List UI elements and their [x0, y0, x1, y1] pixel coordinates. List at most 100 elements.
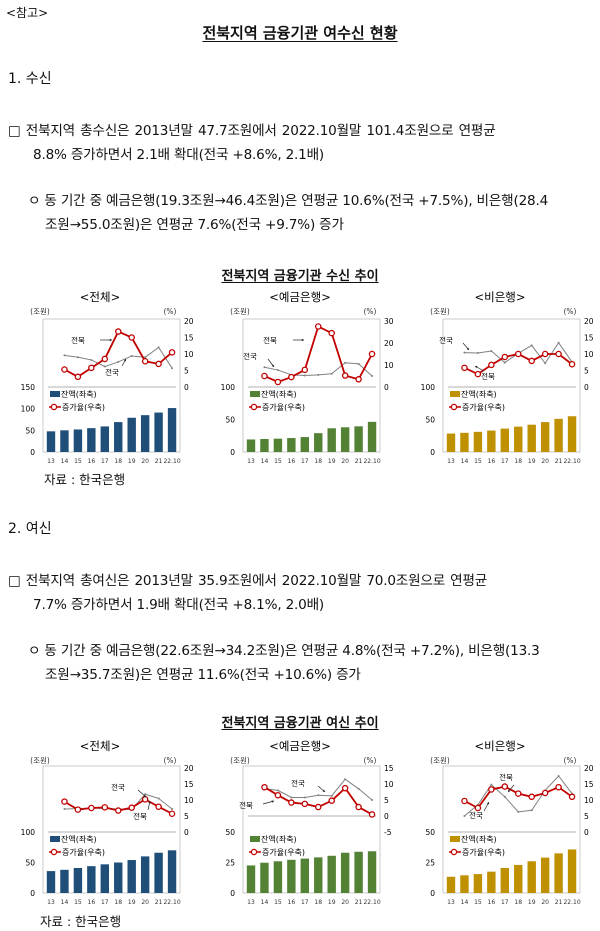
x-axis-tick: 15: [474, 458, 482, 465]
national-growth-point: [157, 797, 160, 800]
jeonbuk-growth-point: [541, 789, 549, 797]
national-growth-point: [171, 807, 174, 810]
legend-balance-label: 잔액(좌축): [461, 389, 497, 399]
jeonbuk-growth-point: [168, 349, 176, 356]
jeonbuk-growth-point: [488, 786, 495, 793]
jeonbuk-growth-point: [101, 804, 109, 811]
right-axis-tick: 0: [384, 812, 389, 821]
legend-line-marker: [450, 403, 458, 411]
chart-panel-title: <전체>: [80, 739, 120, 753]
jeonbuk-growth-point: [568, 360, 576, 368]
balance-bar-17: [300, 858, 309, 893]
legend-growth-label: 증가율(우축): [462, 403, 505, 412]
x-axis-tick: 22.10: [363, 458, 380, 465]
arrowhead-icon: [123, 359, 126, 362]
jeonbuk-growth-point: [328, 329, 335, 337]
right-axis-unit: (%): [164, 307, 177, 316]
national-growth-point: [276, 789, 279, 792]
x-axis-tick: 21: [555, 899, 563, 906]
right-axis-tick: 5: [584, 367, 589, 376]
x-axis-tick: 18: [114, 458, 122, 465]
jeonbuk-growth-point: [355, 376, 362, 383]
national-growth-point: [276, 369, 279, 372]
legend-balance-label: 잔액(좌축): [261, 834, 297, 844]
left-axis-tick: 50: [25, 426, 35, 435]
plot-frame: [42, 765, 181, 894]
balance-bar-22.10: [567, 416, 577, 452]
balance-bar-20: [540, 422, 550, 452]
jeonbuk-growth-point: [461, 364, 468, 372]
x-axis-tick: 14: [261, 899, 269, 906]
national-growth-point: [503, 361, 506, 364]
balance-bar-17: [100, 426, 109, 452]
balance-bar-21: [154, 412, 163, 452]
national-annotation: 전국: [439, 335, 453, 345]
left-axis-tick: 50: [425, 828, 435, 837]
right-axis-tick: 20: [584, 764, 594, 773]
x-axis-tick: 21: [155, 899, 163, 906]
balance-bar-20: [140, 856, 150, 893]
national-growth-point: [76, 356, 79, 359]
national-growth-point: [503, 795, 506, 798]
jeonbuk-growth-point: [501, 353, 509, 361]
legend-balance-label: 잔액(좌축): [61, 389, 97, 399]
jeonbuk-growth-point: [301, 366, 309, 374]
right-axis-tick: 30: [384, 317, 394, 326]
national-growth-point: [103, 365, 106, 368]
right-axis-tick: 15: [184, 780, 194, 789]
x-axis-tick: 18: [514, 899, 522, 906]
balance-bar-13: [446, 433, 456, 452]
balance-bar-14: [260, 439, 269, 452]
plot-frame: [442, 318, 581, 453]
right-axis-tick: 0: [584, 828, 589, 837]
legend-balance-label: 잔액(좌축): [261, 389, 297, 399]
x-axis-tick: 15: [74, 899, 82, 906]
x-axis-tick: 16: [488, 458, 496, 465]
national-growth-point: [371, 799, 374, 801]
balance-bar-17: [500, 867, 509, 893]
balance-bar-21: [354, 851, 363, 893]
x-axis-tick: 21: [355, 899, 363, 906]
loans-total-chart: <전체> (조원) (%) 0 50 100 0 5 10 15 20 13 14 15 16 17 18 19 2…: [21, 739, 194, 906]
x-axis-tick: 14: [261, 458, 269, 465]
national-growth-point: [463, 351, 466, 354]
national-growth-point: [317, 373, 320, 376]
x-axis-tick: 13: [247, 458, 255, 465]
x-axis-tick: 18: [114, 899, 122, 906]
right-axis-tick: 15: [584, 334, 594, 343]
jeonbuk-growth-point: [88, 364, 95, 372]
balance-bar-20: [340, 852, 350, 893]
left-axis-tick: 0: [430, 889, 435, 898]
jeonbuk-growth-point: [488, 361, 495, 369]
balance-bar-21: [554, 418, 563, 452]
x-axis-tick: 19: [528, 899, 536, 906]
x-axis-tick: 21: [155, 458, 163, 465]
national-growth-point: [557, 775, 560, 777]
arrowhead-icon: [148, 801, 151, 804]
loans-chart-title: 전북지역 금융기관 여신 추이: [221, 716, 379, 731]
x-axis-tick: 13: [447, 458, 455, 465]
jeonbuk-growth-point: [101, 355, 109, 363]
jeonbuk-growth-point: [315, 323, 322, 330]
left-axis-tick: 100: [421, 383, 436, 392]
x-axis-tick: 14: [61, 899, 69, 906]
x-axis-tick: 15: [274, 458, 282, 465]
x-axis-tick: 13: [447, 899, 455, 906]
national-growth-point: [63, 807, 66, 810]
balance-bar-15: [273, 438, 283, 452]
x-axis-tick: 22.10: [563, 899, 580, 906]
x-axis-tick: 13: [247, 899, 255, 906]
jeonbuk-growth-point: [141, 358, 149, 365]
chart-panel-title: <예금은행>: [269, 739, 331, 753]
left-axis-tick: 0: [230, 889, 235, 898]
national-growth-point: [130, 354, 133, 357]
arrowhead-icon: [271, 364, 274, 367]
right-axis-tick: 10: [384, 361, 394, 370]
jeonbuk-growth-point: [341, 372, 349, 379]
right-axis-tick: 0: [184, 828, 189, 837]
national-annotation: 전국: [469, 810, 483, 820]
national-growth-point: [63, 354, 66, 357]
x-axis-tick: 16: [288, 899, 296, 906]
x-axis-tick: 16: [88, 899, 96, 906]
plot-frame: [242, 765, 381, 894]
